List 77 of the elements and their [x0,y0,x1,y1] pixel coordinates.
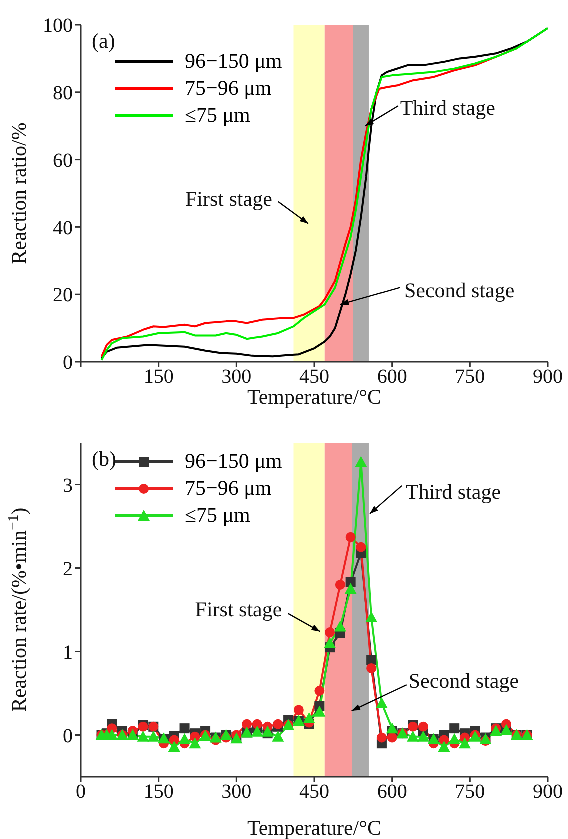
x-tick-label: 750 [455,781,486,804]
point [273,719,284,730]
point [355,456,368,468]
y-tick-label: 1 [63,642,73,664]
point [438,740,450,752]
legend-label: ≤75 μm [185,103,250,128]
annotation: Second stage [404,278,515,303]
point [148,730,160,742]
point [242,719,252,730]
x-tick-label: 450 [300,781,330,804]
point [252,719,262,730]
point [325,628,336,638]
y-tick-label: 3 [63,474,73,497]
point [366,612,378,623]
y-tick-label: 0 [63,725,73,748]
x-tick-label: 900 [533,366,563,388]
point [418,722,428,732]
point [376,698,388,709]
point [450,724,460,734]
point [334,620,346,632]
point [189,738,202,749]
x-tick-label: 300 [222,366,252,388]
x-tick-label: 600 [377,781,408,804]
point [168,740,180,752]
annotation: Third stage [400,96,496,120]
x-tick-label: 150 [144,781,174,804]
legend-label: 96−150 μm [185,49,282,74]
point [303,712,316,724]
point [346,532,356,542]
point [314,686,325,696]
point [417,730,430,742]
x-tick-label: 150 [144,366,174,388]
point [490,725,502,736]
legend-label: 96−150 μm [185,449,282,474]
y-tick-label: 100 [43,15,73,38]
point [458,738,471,749]
y-tick-label: 60 [53,150,73,172]
point [106,729,118,740]
x-tick-label: 450 [300,366,330,388]
chart-title: (a) [92,29,116,54]
point [386,722,398,734]
point [262,726,274,737]
legend-label: 75−96 μm [185,476,272,501]
point [407,730,420,742]
point [137,730,150,742]
point [272,730,284,742]
x-tick-label: 600 [377,366,408,388]
y-tick-label: 2 [63,558,73,580]
point [366,655,377,666]
point [314,706,326,717]
point [387,732,398,743]
point [335,580,346,590]
x-tick-label: 900 [533,781,563,804]
point [366,663,377,674]
point [178,733,191,744]
point [376,732,387,743]
y-tick-label: 80 [53,82,73,104]
y-tick-label: 20 [53,284,73,307]
annotation: First stage [186,186,272,211]
point [324,637,336,648]
point [356,542,366,552]
point [448,733,461,744]
legend-label: 75−96 μm [185,76,272,101]
chart-title: (b) [92,447,116,472]
legend-label: ≤75 μm [185,503,250,528]
point [344,583,357,594]
point [251,726,264,737]
x-tick-label: 750 [455,366,486,388]
annotation: Third stage [406,480,502,504]
y-tick-label: 0 [63,352,73,374]
x-tick-label: 300 [222,781,252,804]
point [294,705,304,716]
y-axis-title: Reaction ratio/% [7,122,31,264]
annotation: Second stage [408,669,520,694]
annotation: First stage [195,598,282,622]
point [180,724,190,734]
y-tick-label: 40 [53,217,73,240]
